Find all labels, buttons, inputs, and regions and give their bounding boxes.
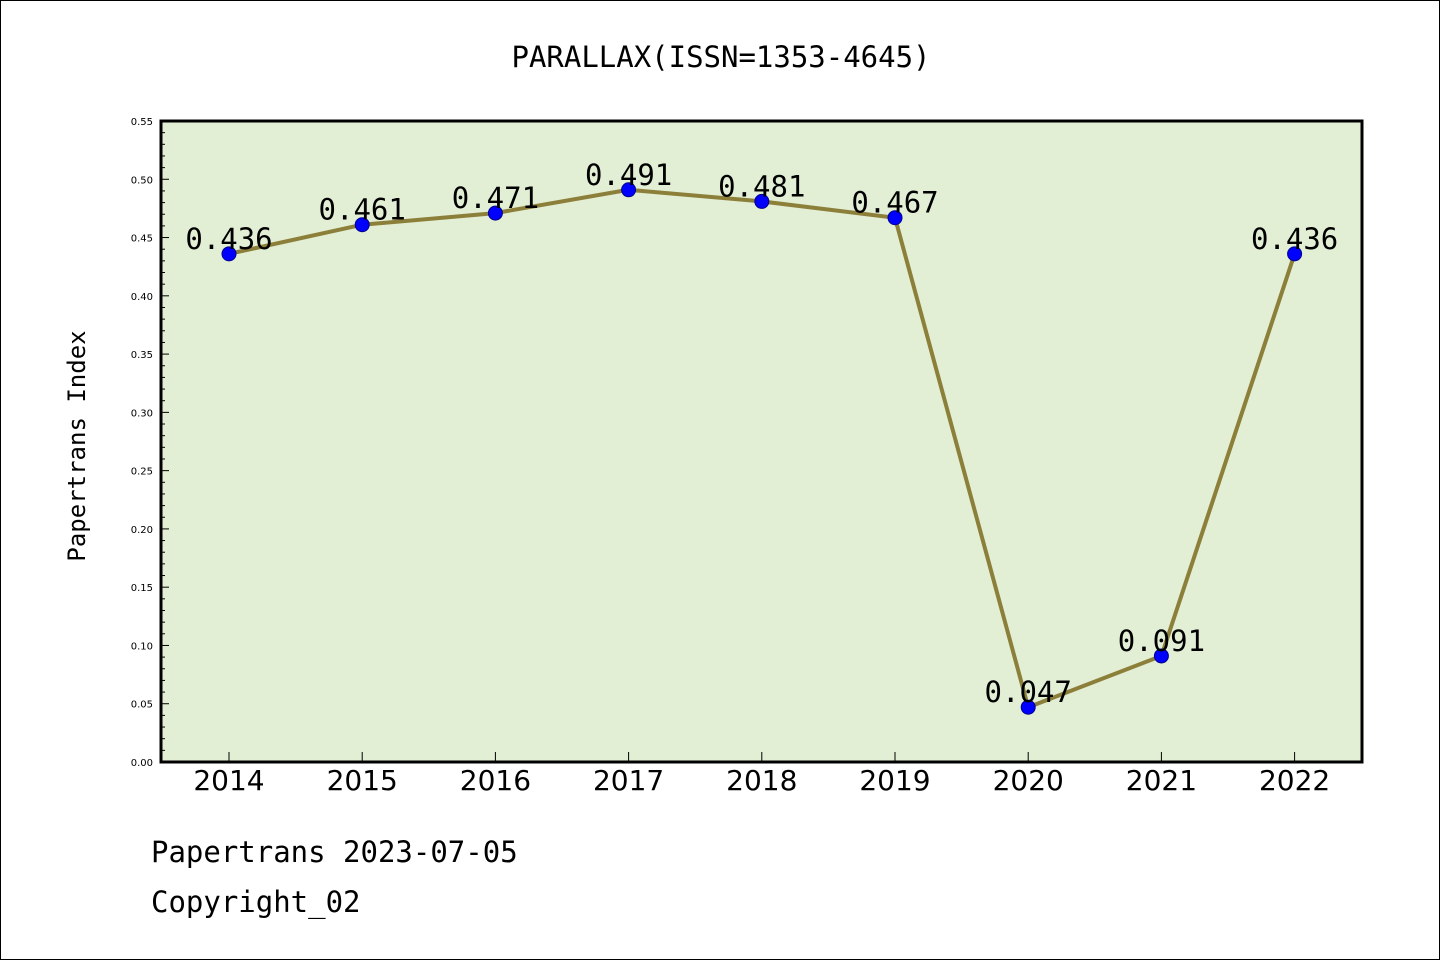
x-tick-label: 2017 [593,764,664,797]
data-label: 0.436 [185,222,272,256]
y-tick-label: 0.05 [131,700,153,711]
x-tick-label: 2016 [460,764,531,797]
y-tick-label: 0.20 [131,525,153,536]
data-label: 0.461 [319,193,406,227]
data-label: 0.481 [718,169,805,203]
data-point-marker [487,205,503,221]
x-tick-label: 2020 [993,764,1064,797]
chart-title: PARALLAX(ISSN=1353-4645) [511,40,930,74]
y-tick-label: 0.55 [131,117,153,128]
x-axis-ticks: 2014 2015 2016 2017 2018 2019 2020 2021 2022 [193,752,1330,797]
data-point-marker [1020,699,1036,715]
data-label: 0.467 [851,186,938,220]
y-tick-label: 0.10 [131,641,153,652]
data-point-marker [887,210,903,226]
x-tick-label: 2022 [1259,764,1330,797]
plot-area-frame [159,119,1364,764]
x-tick-label: 2019 [859,764,930,797]
y-axis-label: Papertrans Index [63,330,91,561]
x-tick-label: 2018 [726,764,797,797]
data-label: 0.047 [985,675,1072,709]
data-series: 0.436 0.461 0.471 0.491 0.481 0.467 0.047 0.091… [185,158,1338,715]
y-tick-label: 0.45 [131,234,153,245]
data-point-marker [621,182,637,198]
data-point-marker [354,217,370,233]
data-label: 0.491 [585,158,672,192]
footer-copyright-label: Copyright_02 [151,885,361,919]
x-tick-label: 2021 [1126,764,1197,797]
y-tick-label: 0.35 [131,350,153,361]
x-tick-label: 2014 [193,764,264,797]
data-point-marker [1287,246,1303,262]
y-tick-label: 0.50 [131,175,153,186]
x-tick-label: 2015 [327,764,398,797]
data-point-marker [1153,648,1169,664]
data-label: 0.436 [1251,222,1338,256]
y-tick-label: 0.30 [131,408,153,419]
y-tick-label: 0.25 [131,467,153,478]
data-label: 0.471 [452,181,539,215]
y-tick-label: 0.40 [131,292,153,303]
data-point-marker [754,193,770,209]
footer-date-label: Papertrans 2023-07-05 [151,835,518,869]
y-tick-label: 0.00 [131,758,153,769]
y-axis-ticks: 0.00 0.05 0.10 0.15 0.20 0.25 0.30 0.35 0.40 0.45… [131,117,169,769]
y-tick-label: 0.15 [131,583,153,594]
data-point-marker [221,246,237,262]
data-label: 0.091 [1118,624,1205,658]
